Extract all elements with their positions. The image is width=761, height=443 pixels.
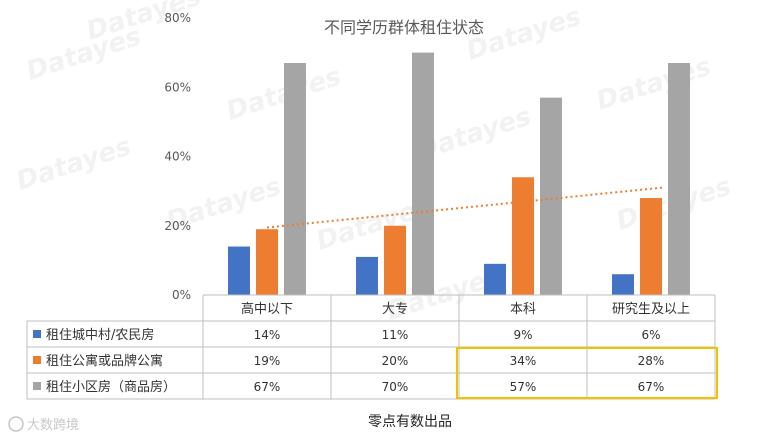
bar-2-3 <box>512 177 534 295</box>
data-label: 9% <box>513 328 532 342</box>
legend-key <box>33 382 41 390</box>
bar-3-2 <box>412 52 434 295</box>
data-label: 19% <box>254 354 281 368</box>
bar-3-1 <box>284 63 306 296</box>
legend-label: 租住小区房（商品房） <box>46 379 176 395</box>
logo-icon <box>8 416 24 432</box>
footer-caption: 零点有数出品 <box>368 414 452 430</box>
category-label: 研究生及以上 <box>612 302 690 317</box>
category-label: 本科 <box>510 302 536 317</box>
bar-1-2 <box>356 256 378 295</box>
bar-1-3 <box>484 263 506 295</box>
logo-text: 大数跨境 <box>27 418 79 433</box>
data-label: 28% <box>638 354 665 368</box>
bar-1-1 <box>228 246 250 295</box>
y-tick-label: 0% <box>172 288 191 302</box>
bar-3-4 <box>668 63 690 296</box>
category-label: 大专 <box>382 302 408 317</box>
watermark-text: Datayes <box>223 62 345 127</box>
legend-key <box>33 330 41 338</box>
data-label: 14% <box>254 328 281 342</box>
category-label: 高中以下 <box>241 301 293 317</box>
data-label: 67% <box>638 380 665 394</box>
bar-2-1 <box>256 229 278 295</box>
highlight-box <box>456 347 718 399</box>
data-label: 57% <box>510 380 537 394</box>
data-label: 34% <box>510 354 537 368</box>
watermark-text: Datayes <box>593 52 715 117</box>
data-label: 11% <box>382 328 409 342</box>
bar-2-2 <box>384 225 406 295</box>
y-tick-label: 60% <box>164 80 191 94</box>
trendline <box>266 186 663 229</box>
data-label: 67% <box>254 380 281 394</box>
legend-key <box>33 356 41 364</box>
bar-3-3 <box>540 97 562 295</box>
data-label: 70% <box>382 380 409 394</box>
data-label: 6% <box>641 328 660 342</box>
chart-title: 不同学历群体租住状态 <box>324 18 484 37</box>
y-tick-label: 80% <box>164 11 191 25</box>
y-tick-label: 20% <box>164 219 191 233</box>
legend-label: 租住公寓或品牌公寓 <box>46 353 163 369</box>
bar-2-4 <box>640 198 662 295</box>
y-tick-label: 40% <box>164 150 191 164</box>
watermark-text: Datayes <box>13 132 135 197</box>
data-label: 20% <box>382 354 409 368</box>
legend-label: 租住城中村/农民房 <box>46 327 154 343</box>
bar-1-4 <box>612 274 634 295</box>
